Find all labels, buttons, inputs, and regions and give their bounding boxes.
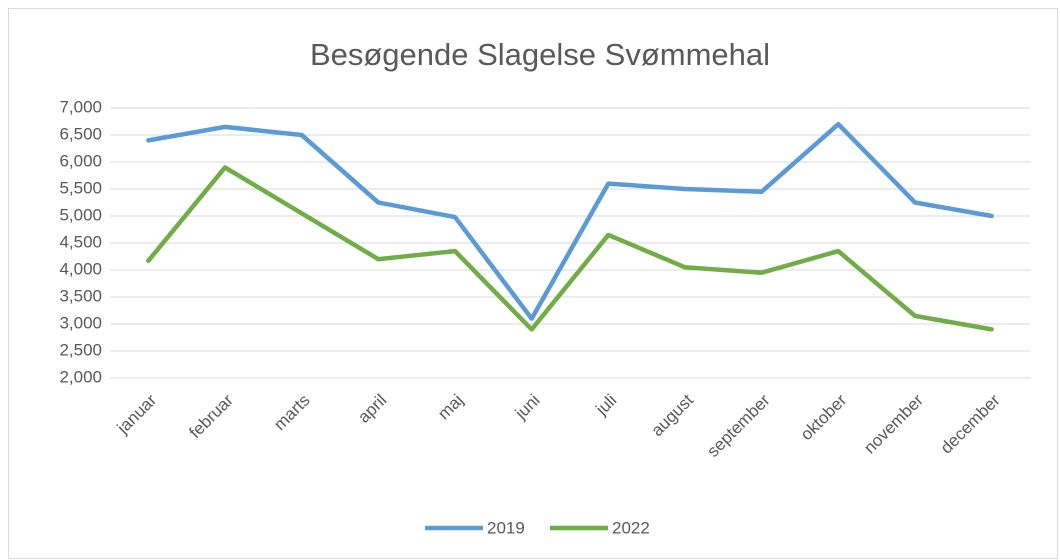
y-tick-label: 4,500 — [59, 232, 102, 251]
y-tick-label: 3,500 — [59, 286, 102, 305]
y-tick-label: 2,000 — [59, 367, 102, 386]
y-tick-label: 2,500 — [59, 340, 102, 359]
legend-label: 2019 — [487, 518, 525, 537]
y-tick-label: 6,000 — [59, 151, 102, 170]
y-tick-label: 5,000 — [59, 205, 102, 224]
y-tick-label: 6,500 — [59, 124, 102, 143]
legend-label: 2022 — [612, 518, 650, 537]
series-line — [146, 121, 994, 321]
series-line — [146, 165, 994, 332]
y-tick-label: 7,000 — [59, 97, 102, 116]
chart-frame — [8, 8, 1058, 559]
chart-title: Besøgende Slagelse Svømmehal — [310, 37, 770, 72]
y-tick-label: 5,500 — [59, 178, 102, 197]
y-tick-label: 3,000 — [59, 313, 102, 332]
y-tick-label: 4,000 — [59, 259, 102, 278]
